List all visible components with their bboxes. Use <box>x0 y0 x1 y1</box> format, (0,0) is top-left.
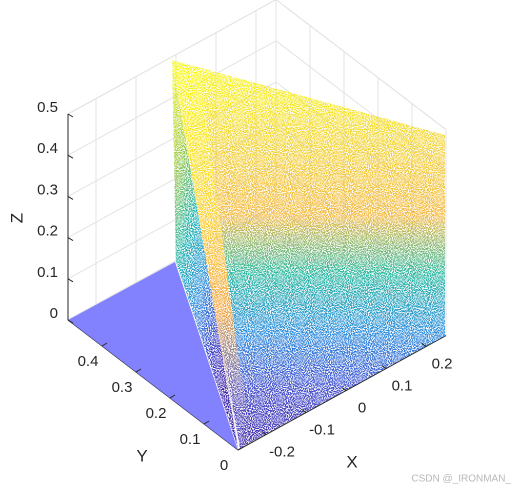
x-axis-line <box>237 335 447 451</box>
y-axis-label: Y <box>136 446 147 465</box>
x-tick-label: 0.2 <box>432 356 453 373</box>
box-edge <box>275 0 447 130</box>
z-tick <box>67 237 74 242</box>
z-tick-label: 0.5 <box>37 99 58 116</box>
x-tick <box>301 409 307 414</box>
z-tick <box>67 319 74 324</box>
y-tick <box>135 368 142 373</box>
x-tick-label: 0 <box>358 400 366 417</box>
z-tick <box>67 195 74 200</box>
z-tick <box>67 113 74 118</box>
z-tick-label: 0.2 <box>37 223 58 240</box>
y-tick-label: 0.3 <box>112 379 133 396</box>
z-grid-line <box>67 40 277 156</box>
x-tick <box>381 365 387 370</box>
y-tick-label: 0.4 <box>78 353 99 370</box>
z-axis-label: Z <box>7 213 26 223</box>
y-tick-label: 0.2 <box>146 405 167 422</box>
y-tick <box>237 446 244 451</box>
y-tick <box>169 394 176 399</box>
y-tick <box>101 342 108 347</box>
x-axis-label: X <box>346 452 357 471</box>
z-tick <box>67 278 74 283</box>
y-tick-label: 0 <box>220 457 228 474</box>
box-edge <box>67 0 277 115</box>
x-tick-label: -0.2 <box>269 444 295 461</box>
x-tick <box>261 431 267 436</box>
cloud-front-face <box>172 60 445 448</box>
base-plane <box>68 262 238 450</box>
z-tick-label: 0.1 <box>37 264 58 281</box>
x-tick <box>341 387 347 392</box>
cloud-band <box>172 60 250 448</box>
z-tick-label: 0.4 <box>37 140 58 157</box>
y-tick-label: 0.1 <box>180 431 201 448</box>
labels: 0 0.1 0.2 0.3 0.4 0.5 -0.2 -0.1 0 0.1 0.2 0 0.1 0.2 0.… <box>37 99 452 474</box>
z-tick-label: 0.3 <box>37 181 58 198</box>
z-tick <box>67 154 74 159</box>
y-tick <box>203 420 210 425</box>
x-tick <box>421 343 427 348</box>
point-cloud <box>172 60 445 448</box>
z-tick-label: 0 <box>50 305 58 322</box>
x-tick-label: -0.1 <box>309 422 335 439</box>
x-tick-label: 0.1 <box>392 378 413 395</box>
watermark: CSDN @_IRONMAN_ <box>411 474 511 485</box>
